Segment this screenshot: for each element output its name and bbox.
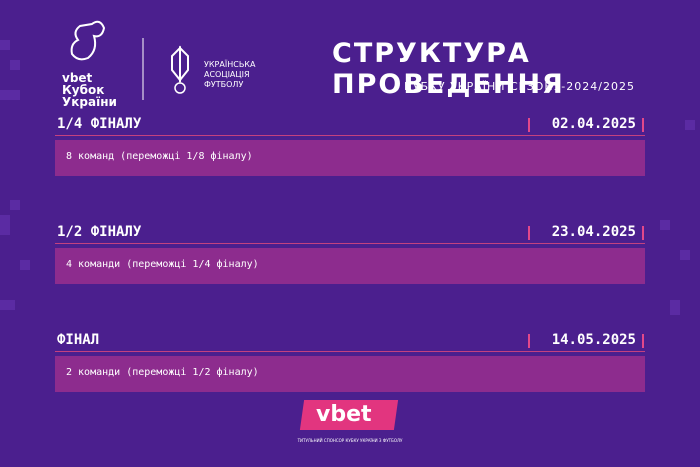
stage-description: 8 команд (переможці 1/8 фіналу) <box>66 151 253 162</box>
divider <box>528 226 530 240</box>
rule <box>55 135 645 136</box>
logo-line: України <box>62 95 117 109</box>
stage-date: 14.05.2025 <box>551 332 636 348</box>
divider <box>642 226 644 240</box>
footer-caption: ТИТУЛЬНИЙ СПОНСОР КУБКУ УКРАЇНИ З ФУТБОЛ… <box>297 438 403 443</box>
association-line: АСОЦІАЦІЯ <box>204 70 250 79</box>
stage-name: 1/4 ФІНАЛУ <box>57 116 142 132</box>
stage-name: ФІНАЛ <box>57 332 100 348</box>
stage-name: 1/2 ФІНАЛУ <box>57 224 142 240</box>
rule <box>55 243 645 244</box>
footer-brand: vbet <box>316 402 372 427</box>
subtitle: КУБКУ УКРАЇНИ СЕЗОНУ-2024/2025 <box>404 80 635 93</box>
title: СТРУКТУРА ПРОВЕДЕННЯ <box>332 38 565 100</box>
stage-date: 23.04.2025 <box>551 224 636 240</box>
stage-date: 02.04.2025 <box>551 116 636 132</box>
stage-description: 4 команди (переможці 1/4 фіналу) <box>66 259 259 270</box>
association-line: ФУТБОЛУ <box>204 80 244 89</box>
divider <box>528 334 530 348</box>
stage-bar <box>55 356 645 392</box>
divider <box>642 334 644 348</box>
logo-line: Кубок <box>62 83 105 97</box>
stage-description: 2 команди (переможці 1/2 фіналу) <box>66 367 259 378</box>
association-line: УКРАЇНСЬКА <box>204 60 256 69</box>
divider <box>528 118 530 132</box>
logo-brand: vbet <box>62 71 93 85</box>
stage-bar <box>55 248 645 284</box>
stage-bar <box>55 140 645 176</box>
rule <box>55 351 645 352</box>
divider <box>642 118 644 132</box>
